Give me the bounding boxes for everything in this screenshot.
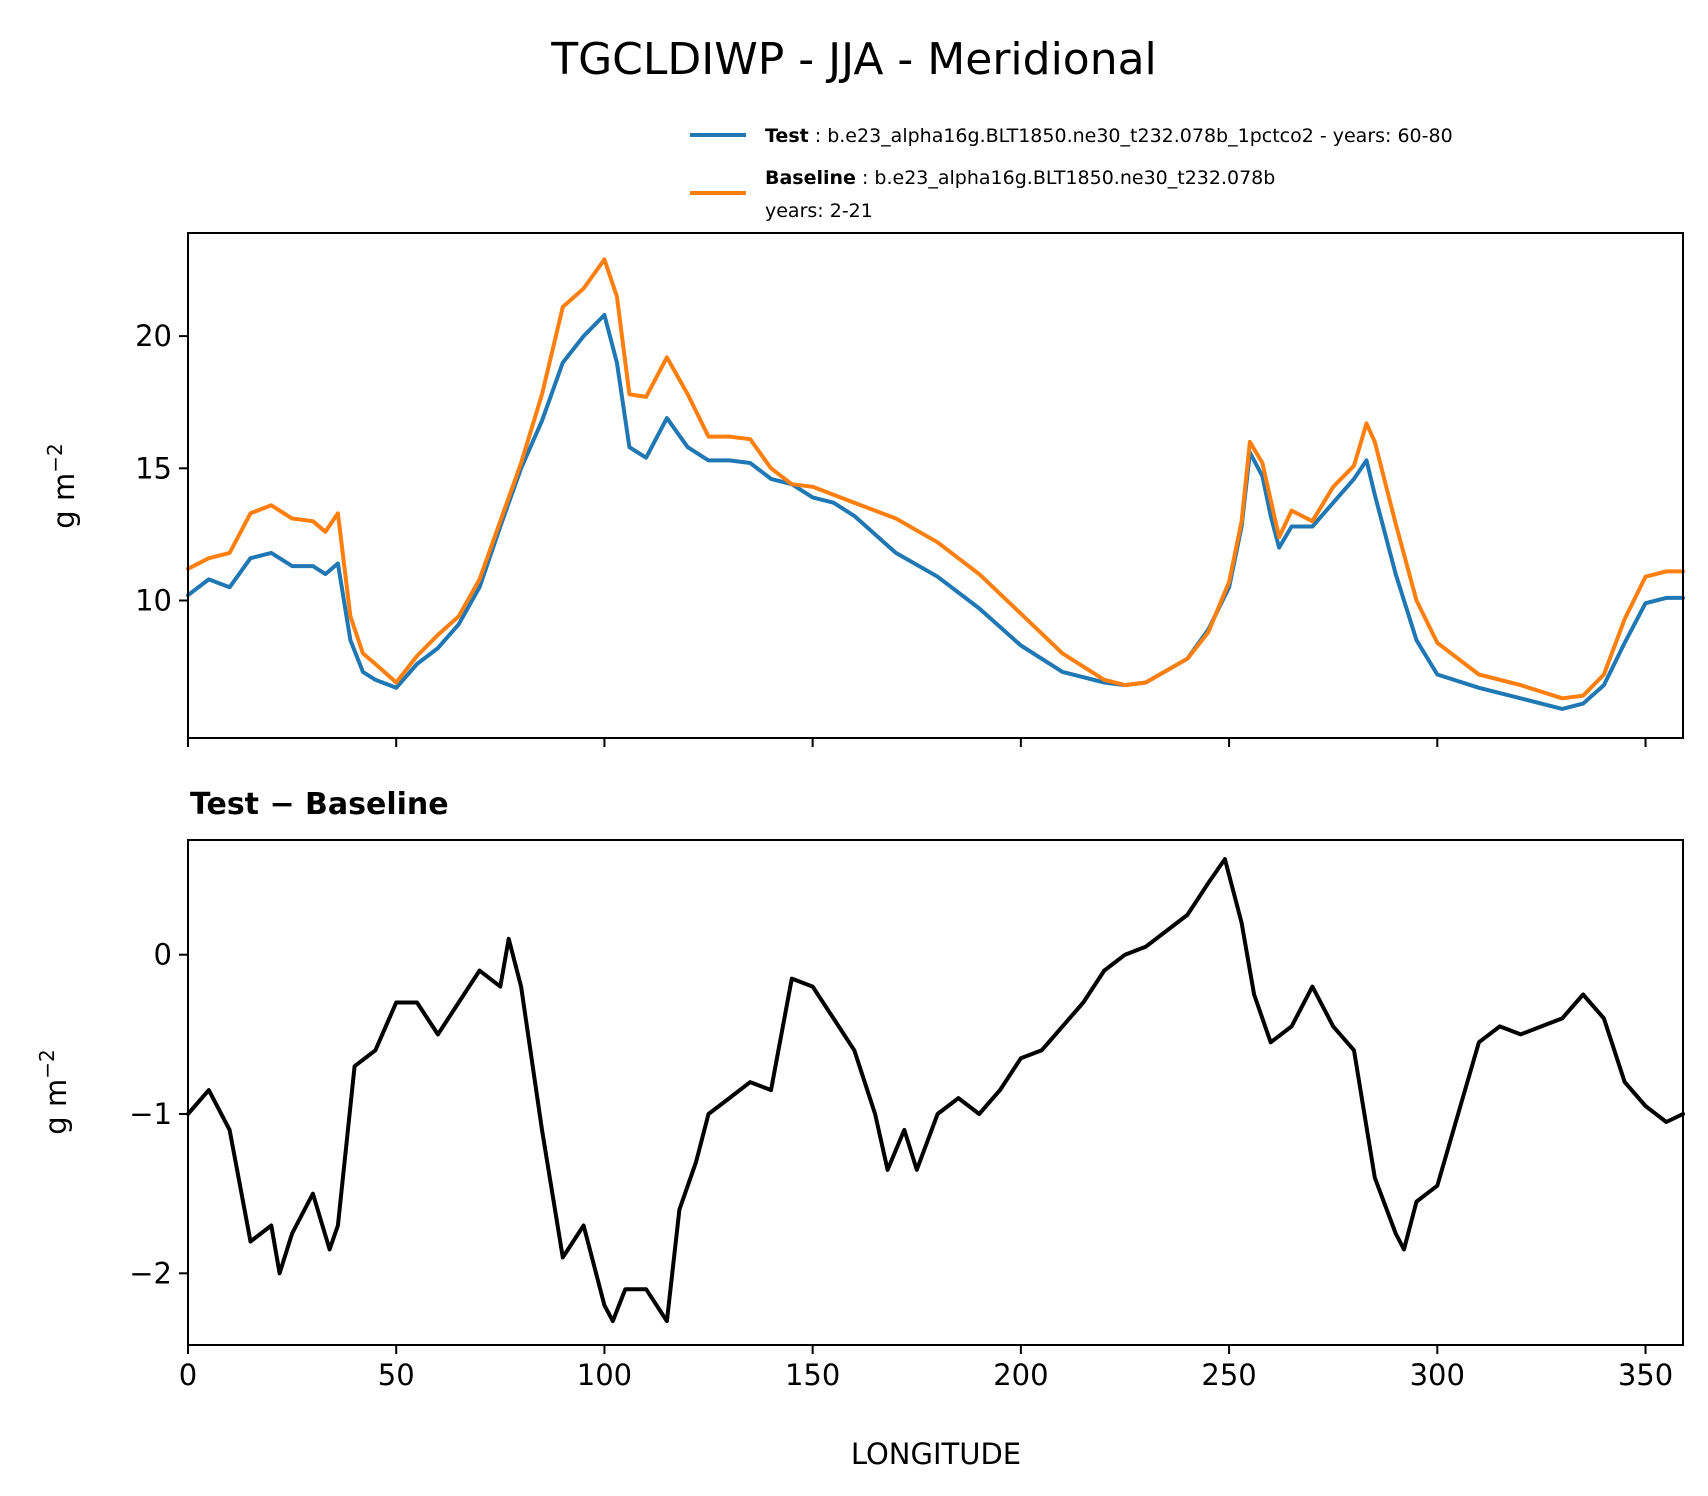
y-tick-label: −2 <box>129 1256 172 1290</box>
legend-entry-baseline-years: years: 2-21 <box>765 200 873 222</box>
y-tick-label: 20 <box>135 319 172 353</box>
bottom-panel-y-label: g m−2 <box>35 1049 73 1134</box>
bottom-panel-series <box>186 857 1685 1324</box>
series-line-baseline <box>186 257 1685 701</box>
difference-panel-title: Test − Baseline <box>190 787 449 822</box>
x-tick-label: 150 <box>785 1358 840 1392</box>
top-panel-y-label: g m−2 <box>43 443 81 528</box>
y-tick-label: −1 <box>129 1097 172 1131</box>
series-line-test <box>186 313 1685 711</box>
top-panel: 10 15 20 g m−2 <box>43 232 1685 747</box>
x-tick-label: 100 <box>577 1358 632 1392</box>
bottom-panel-frame <box>187 839 1684 1346</box>
legend-entry-baseline: Baseline : b.e23_alpha16g.BLT1850.ne30_t… <box>765 167 1275 189</box>
x-tick-label: 300 <box>1410 1358 1465 1392</box>
top-panel-x-ticks <box>187 738 1647 747</box>
top-panel-y-ticks: 10 15 20 <box>135 319 188 618</box>
x-tick-label: 50 <box>378 1358 415 1392</box>
x-tick-label: 350 <box>1618 1358 1673 1392</box>
legend: Test : b.e23_alpha16g.BLT1850.ne30_t232.… <box>690 125 1453 222</box>
bottom-panel-x-ticks: 0 50 100 150 200 250 300 350 <box>179 1345 1673 1392</box>
top-panel-frame <box>187 232 1684 739</box>
x-tick-label: 0 <box>179 1358 197 1392</box>
chart-title: TGCLDIWP - JJA - Meridional <box>550 34 1157 85</box>
y-tick-label: 10 <box>135 584 172 618</box>
x-axis-label: LONGITUDE <box>851 1437 1021 1471</box>
legend-entry-test: Test : b.e23_alpha16g.BLT1850.ne30_t232.… <box>765 125 1453 147</box>
y-tick-label: 0 <box>154 938 172 972</box>
x-tick-label: 250 <box>1201 1358 1256 1392</box>
bottom-panel: Test − Baseline 0 50 100 150 200 250 300 350 −2… <box>35 787 1685 1471</box>
series-line-test-baseline <box>186 857 1685 1324</box>
y-tick-label: 15 <box>135 451 172 485</box>
top-panel-series <box>186 257 1685 711</box>
bottom-panel-y-ticks: −2 −1 0 <box>129 938 188 1290</box>
x-tick-label: 200 <box>993 1358 1048 1392</box>
